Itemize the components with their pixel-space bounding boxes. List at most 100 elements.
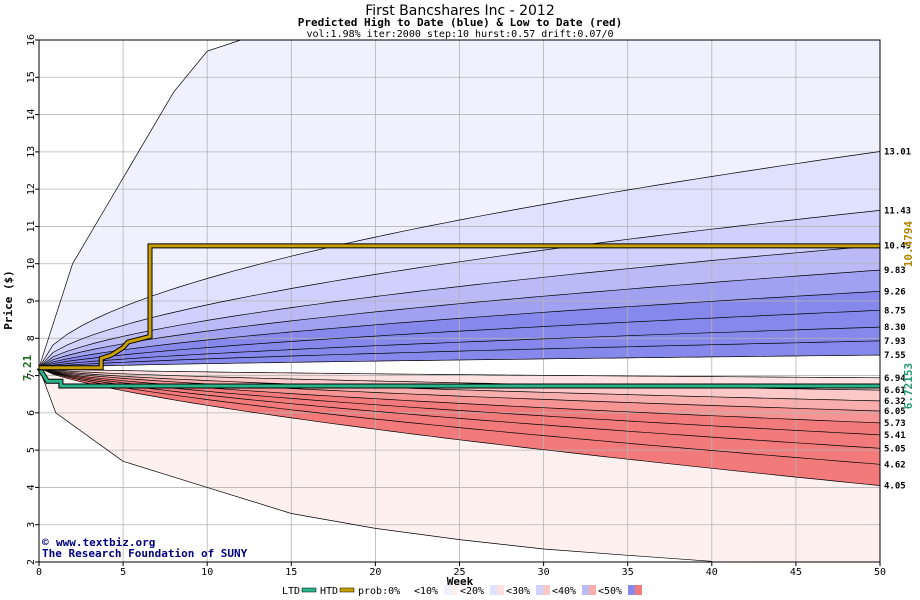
legend-bucket-label: <40% <box>552 586 576 597</box>
htd-line <box>39 244 880 370</box>
y-tick-label: 4 <box>26 484 37 490</box>
high-contour <box>38 210 881 368</box>
y-tick-label: 13 <box>26 146 37 158</box>
quantile-end-label: 5.41 <box>884 431 906 441</box>
high-contour <box>38 340 881 369</box>
legend-swatch-blue <box>582 585 589 595</box>
x-tick-label: 0 <box>36 567 42 578</box>
legend: LTD HTD prob:0% <10% <20% <30% <40% <50% <box>282 585 642 597</box>
credit-organization: The Research Foundation of SUNY <box>42 547 248 560</box>
legend-bucket-label: <20% <box>460 586 484 597</box>
quantile-end-label: 6.94 <box>884 374 906 384</box>
legend-swatch-blue <box>490 585 497 595</box>
y-tick-label: 14 <box>26 109 37 121</box>
low-band <box>39 367 880 411</box>
low-contour <box>38 367 881 436</box>
low-contour <box>38 367 881 412</box>
low-band <box>39 367 880 465</box>
high-contour <box>38 269 881 369</box>
quantile-end-label: 10.49 <box>884 241 911 251</box>
y-tick-label: 2 <box>26 559 37 565</box>
high-band <box>39 245 880 368</box>
low-band <box>39 367 880 449</box>
quantile-end-label: 7.55 <box>884 351 906 361</box>
high-contour <box>38 39 241 368</box>
x-tick-label: 5 <box>120 567 126 578</box>
quantile-end-label: 4.05 <box>884 482 906 492</box>
low-contour <box>38 367 881 486</box>
legend-swatch-red <box>497 585 504 595</box>
x-tick-label: 30 <box>538 567 550 578</box>
legend-bucket-label: <50% <box>598 586 622 597</box>
legend-swatch-red <box>589 585 596 595</box>
quantile-end-label: 7.93 <box>884 337 906 347</box>
high-contour <box>38 354 881 369</box>
x-axis-label: Week <box>447 575 474 588</box>
legend-swatch-blue <box>444 585 451 595</box>
high-contour <box>38 151 881 368</box>
right-quantile-labels: 13.01 11.43 10.49 9.83 9.26 8.75 8.30 7.93 7.55 6… <box>884 147 911 491</box>
quantile-end-label: 5.05 <box>884 444 906 454</box>
quantile-end-label: 13.01 <box>884 147 911 157</box>
x-axis-ticks: 0 5 10 15 20 25 30 35 40 45 50 <box>36 562 886 578</box>
low-contour <box>38 367 881 379</box>
legend-swatch-blue <box>628 585 635 595</box>
quantile-end-label: 8.75 <box>884 306 906 316</box>
quantile-end-label: 9.83 <box>884 266 906 276</box>
legend-swatch-red <box>543 585 550 595</box>
x-tick-label: 10 <box>201 567 213 578</box>
high-band <box>39 210 880 368</box>
quantile-end-label: 6.32 <box>884 397 906 407</box>
legend-ltd-label: LTD <box>282 586 300 597</box>
quantile-contours <box>38 39 881 562</box>
ltd-line <box>37 366 880 388</box>
legend-bucket-label: <30% <box>506 586 530 597</box>
legend-bucket-label: <10% <box>414 586 438 597</box>
grid-lines <box>38 39 881 563</box>
legend-prob-label: prob:0% <box>358 586 400 597</box>
y-tick-label: 5 <box>26 447 37 453</box>
quantile-end-label: 5.73 <box>884 419 906 429</box>
high-contour <box>38 245 881 368</box>
legend-swatch-blue <box>536 585 543 595</box>
htd-end-value: 10.4794 <box>902 220 915 267</box>
high-contour <box>38 309 881 369</box>
x-tick-label: 45 <box>790 567 802 578</box>
y-tick-label: 10 <box>26 258 37 270</box>
chart-title: First Bancshares Inc - 2012 <box>365 3 555 19</box>
low-band <box>39 367 880 435</box>
y-tick-label: 16 <box>26 34 37 46</box>
quantile-end-label: 6.61 <box>884 386 906 396</box>
credits: © www.textbiz.org The Research Foundatio… <box>42 536 248 560</box>
low-band <box>39 367 880 423</box>
y-tick-label: 6 <box>26 410 37 416</box>
high-contour <box>38 326 881 369</box>
y-tick-label: 3 <box>26 522 37 528</box>
y-axis-ticks: 2 3 4 5 6 7 8 9 10 11 12 13 14 15 16 <box>26 34 39 565</box>
quantile-end-label: 4.62 <box>884 460 906 470</box>
quantile-end-label: 6.05 <box>884 407 906 417</box>
y-tick-label: 8 <box>26 335 37 341</box>
quantile-end-label: 8.30 <box>884 323 906 333</box>
low-contour <box>38 367 712 562</box>
high-band <box>39 270 880 368</box>
legend-swatch <box>402 585 412 595</box>
x-tick-label: 50 <box>874 567 886 578</box>
legend-htd-label: HTD <box>320 586 338 597</box>
y-tick-label: 12 <box>26 183 37 195</box>
x-tick-label: 20 <box>369 567 381 578</box>
low-contour <box>38 367 881 402</box>
price-series <box>36 243 880 389</box>
start-price-label: 7.21 <box>21 354 34 381</box>
credit-website: www.textbiz.org <box>56 536 155 549</box>
ltd-end-value: 6.72153 <box>902 363 915 409</box>
x-tick-label: 15 <box>285 567 297 578</box>
simulation-params: vol:1.98% iter:2000 step:10 hurst:0.57 d… <box>306 29 613 40</box>
x-tick-label: 35 <box>622 567 634 578</box>
y-axis-label: Price ($) <box>2 270 15 330</box>
y-tick-label: 9 <box>26 298 37 304</box>
y-tick-label: 15 <box>26 71 37 83</box>
y-tick-label: 11 <box>26 220 37 232</box>
chart-subtitle: Predicted High to Date (blue) & Low to D… <box>298 16 623 29</box>
